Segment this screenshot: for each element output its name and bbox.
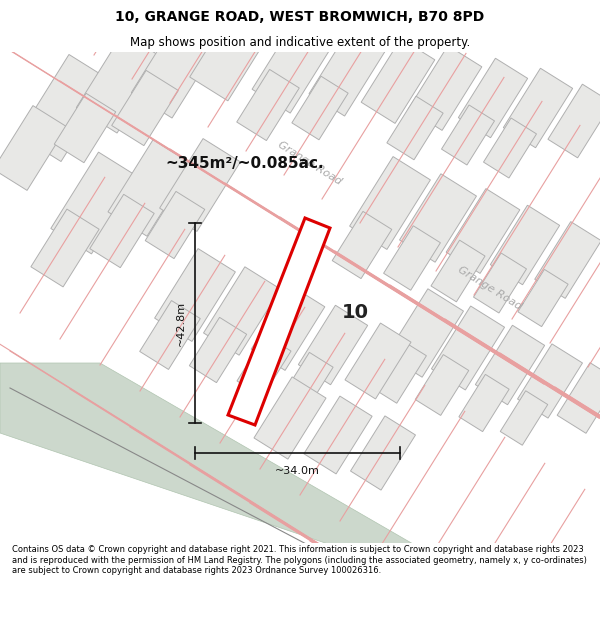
Polygon shape	[51, 152, 139, 254]
Polygon shape	[190, 318, 247, 382]
Polygon shape	[31, 209, 99, 287]
Polygon shape	[387, 96, 443, 160]
Text: Contains OS data © Crown copyright and database right 2021. This information is : Contains OS data © Crown copyright and d…	[12, 546, 587, 575]
Polygon shape	[19, 54, 112, 161]
Polygon shape	[518, 344, 583, 418]
Polygon shape	[76, 33, 164, 133]
Polygon shape	[228, 218, 330, 425]
Polygon shape	[548, 84, 600, 158]
Polygon shape	[251, 286, 325, 371]
Text: Map shows position and indicative extent of the property.: Map shows position and indicative extent…	[130, 36, 470, 49]
Polygon shape	[54, 93, 116, 162]
Polygon shape	[145, 191, 205, 259]
Text: Grange Road: Grange Road	[457, 264, 524, 312]
Polygon shape	[112, 71, 178, 146]
Polygon shape	[131, 18, 218, 118]
Polygon shape	[475, 325, 545, 405]
Polygon shape	[90, 194, 154, 268]
Polygon shape	[446, 189, 520, 273]
Polygon shape	[350, 157, 430, 249]
Polygon shape	[459, 374, 509, 432]
Polygon shape	[361, 39, 435, 123]
Polygon shape	[408, 46, 482, 131]
Polygon shape	[160, 139, 241, 231]
Polygon shape	[415, 354, 469, 416]
Polygon shape	[490, 205, 560, 285]
Polygon shape	[298, 305, 368, 385]
Polygon shape	[458, 58, 527, 138]
Polygon shape	[292, 76, 348, 140]
Polygon shape	[557, 362, 600, 433]
Polygon shape	[535, 222, 600, 298]
Text: ~345m²/~0.085ac.: ~345m²/~0.085ac.	[165, 156, 323, 171]
Polygon shape	[0, 106, 67, 191]
Polygon shape	[383, 226, 440, 290]
Polygon shape	[304, 396, 372, 474]
Text: 10: 10	[341, 304, 368, 322]
Polygon shape	[203, 267, 280, 355]
Polygon shape	[0, 363, 420, 548]
Polygon shape	[108, 140, 192, 236]
Polygon shape	[283, 352, 333, 409]
Text: ~42.8m: ~42.8m	[176, 301, 186, 346]
Polygon shape	[254, 377, 326, 459]
Polygon shape	[252, 13, 338, 113]
Text: ~34.0m: ~34.0m	[275, 466, 320, 476]
Polygon shape	[190, 9, 270, 101]
Polygon shape	[237, 335, 291, 397]
Text: 10, GRANGE ROAD, WEST BROMWICH, B70 8PD: 10, GRANGE ROAD, WEST BROMWICH, B70 8PD	[115, 11, 485, 24]
Polygon shape	[442, 105, 494, 165]
Polygon shape	[500, 391, 548, 445]
Polygon shape	[431, 240, 485, 302]
Polygon shape	[484, 118, 536, 178]
Polygon shape	[345, 323, 411, 399]
Polygon shape	[332, 211, 392, 279]
Polygon shape	[386, 289, 463, 378]
Polygon shape	[431, 306, 505, 390]
Polygon shape	[400, 174, 476, 262]
Text: Grange Road: Grange Road	[277, 139, 344, 187]
Polygon shape	[503, 68, 572, 148]
Polygon shape	[473, 253, 526, 313]
Polygon shape	[155, 249, 235, 341]
Polygon shape	[370, 339, 427, 403]
Polygon shape	[140, 301, 200, 369]
Polygon shape	[350, 416, 415, 490]
Polygon shape	[518, 269, 568, 327]
Polygon shape	[237, 69, 299, 141]
Polygon shape	[309, 26, 387, 116]
